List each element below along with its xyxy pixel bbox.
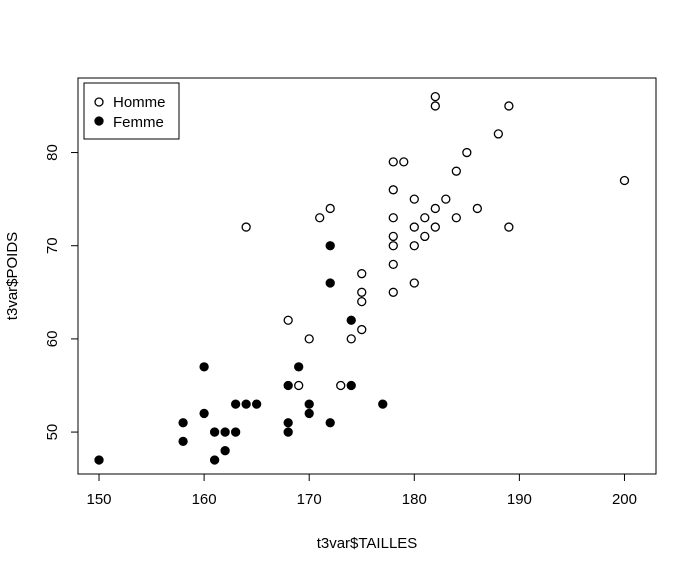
data-point-femme xyxy=(346,380,356,391)
data-point-homme xyxy=(409,241,419,251)
data-point-femme xyxy=(178,436,188,447)
data-point-homme xyxy=(493,129,504,139)
data-point-femme xyxy=(325,418,335,428)
x-tick-label: 170 xyxy=(297,491,322,508)
data-point-homme xyxy=(357,296,367,307)
data-point-homme xyxy=(241,222,251,232)
data-point-femme xyxy=(94,455,104,465)
data-point-homme xyxy=(388,287,398,297)
legend-marker-femme xyxy=(94,116,104,126)
data-point-homme xyxy=(430,222,440,232)
data-point-homme xyxy=(619,175,630,186)
data-point-femme xyxy=(283,380,293,391)
data-point-homme xyxy=(430,91,440,102)
data-point-homme xyxy=(283,315,293,325)
x-axis-label: t3var$TAILLES xyxy=(317,535,418,552)
data-point-homme xyxy=(346,334,356,344)
data-point-femme xyxy=(178,418,188,428)
data-point-homme xyxy=(451,166,461,176)
data-point-homme xyxy=(504,101,514,111)
legend: Homme Femme xyxy=(83,82,180,140)
data-point-femme xyxy=(283,427,293,437)
y-axis-label: t3var$POIDS xyxy=(4,232,21,320)
data-point-homme xyxy=(409,194,419,204)
data-point-homme xyxy=(388,157,398,167)
data-points xyxy=(94,91,630,465)
x-tick-label: 190 xyxy=(507,491,532,508)
legend-label-femme: Femme xyxy=(113,114,164,131)
data-point-homme xyxy=(388,213,398,223)
data-point-homme xyxy=(430,101,440,111)
legend-label-homme: Homme xyxy=(113,94,166,111)
y-axis: 50 60 70 80 xyxy=(44,144,79,441)
y-tick-label: 70 xyxy=(44,237,61,254)
data-point-homme xyxy=(472,203,482,214)
data-point-femme xyxy=(304,399,314,409)
data-point-femme xyxy=(209,427,220,437)
data-point-homme xyxy=(420,231,430,242)
data-point-femme xyxy=(230,399,241,409)
data-point-homme xyxy=(409,222,419,232)
data-point-homme xyxy=(336,380,346,391)
data-point-femme xyxy=(220,427,230,437)
legend-box xyxy=(83,82,180,140)
data-point-homme xyxy=(388,185,398,195)
x-tick-label: 150 xyxy=(87,491,112,508)
x-tick-label: 200 xyxy=(612,491,637,508)
data-point-homme xyxy=(399,157,409,167)
data-point-homme xyxy=(451,213,461,223)
data-point-homme xyxy=(388,231,398,242)
data-point-femme xyxy=(325,241,335,251)
data-point-homme xyxy=(315,213,325,223)
data-point-femme xyxy=(241,399,251,409)
data-point-homme xyxy=(462,147,472,158)
data-point-femme xyxy=(378,399,388,409)
data-point-femme xyxy=(230,427,241,437)
x-tick-label: 180 xyxy=(402,491,427,508)
data-point-femme xyxy=(283,418,293,428)
y-tick-label: 60 xyxy=(44,331,61,348)
data-point-homme xyxy=(409,278,419,288)
data-point-homme xyxy=(388,259,398,270)
data-point-homme xyxy=(304,334,314,344)
data-point-homme xyxy=(325,203,335,214)
data-point-femme xyxy=(199,362,209,372)
x-tick-label: 160 xyxy=(192,491,217,508)
data-point-femme xyxy=(252,399,262,409)
data-point-homme xyxy=(420,213,430,223)
x-axis: 150 160 170 180 190 200 xyxy=(87,473,637,508)
data-point-homme xyxy=(388,241,398,251)
data-point-homme xyxy=(504,222,514,232)
data-point-femme xyxy=(220,446,230,456)
data-point-homme xyxy=(357,287,367,297)
data-point-homme xyxy=(441,194,451,204)
data-point-femme xyxy=(304,408,314,419)
legend-marker-homme xyxy=(94,97,104,107)
data-point-homme xyxy=(357,269,367,279)
y-tick-label: 80 xyxy=(44,144,61,161)
data-point-homme xyxy=(430,203,440,214)
y-tick-label: 50 xyxy=(44,424,61,441)
data-point-femme xyxy=(346,315,356,325)
data-point-homme xyxy=(357,324,367,335)
data-point-femme xyxy=(209,455,220,465)
data-point-femme xyxy=(325,278,335,288)
data-point-femme xyxy=(294,362,304,372)
data-point-femme xyxy=(199,408,209,419)
data-point-homme xyxy=(294,380,304,391)
